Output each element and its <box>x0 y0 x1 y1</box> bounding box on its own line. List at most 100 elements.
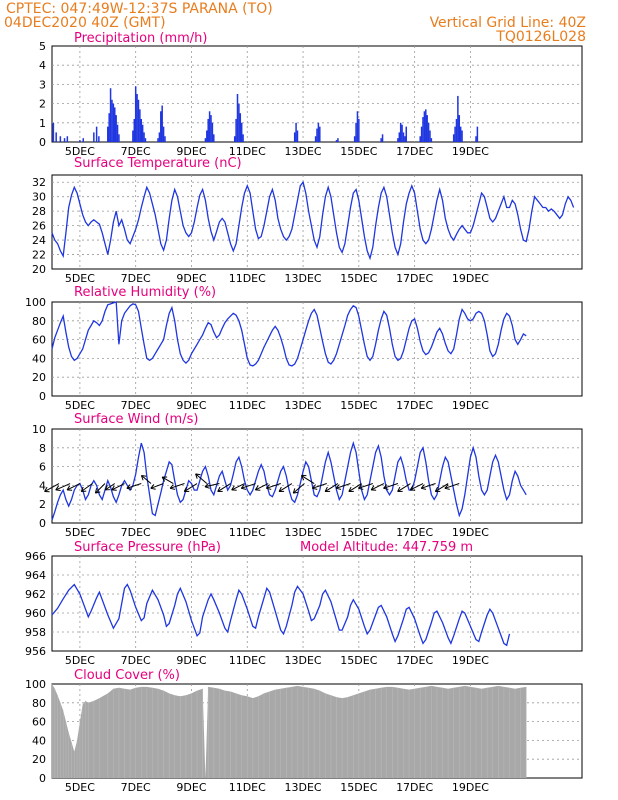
precipitation-bar <box>381 134 384 142</box>
humidity-y-tick-label: 20 <box>32 371 46 384</box>
precipitation-x-tick-label: 11DEC <box>229 145 266 158</box>
precipitation-bar <box>397 138 399 142</box>
humidity-x-tick-label: 7DEC <box>121 399 151 412</box>
precipitation-bar <box>427 122 430 142</box>
wind-arrow <box>358 483 373 490</box>
precipitation-bar <box>109 88 112 142</box>
wind-series-line <box>51 440 527 521</box>
humidity-x-tick-label: 11DEC <box>229 399 266 412</box>
precipitation-y-tick-label: 0 <box>39 136 46 149</box>
temperature-y-tick-label: 30 <box>32 191 46 204</box>
precipitation-bar <box>236 94 239 142</box>
precipitation-x-tick-label: 19DEC <box>452 145 489 158</box>
precipitation-bar <box>293 132 296 142</box>
wind-arrow <box>335 483 351 490</box>
wind-arrow <box>44 483 60 493</box>
pressure-x-tick-label: 19DEC <box>452 654 489 667</box>
precipitation-title: Precipitation (mm/h) <box>74 31 207 46</box>
pressure-y-tick-label: 960 <box>25 607 46 620</box>
header-grid-line: Vertical Grid Line: 40Z <box>430 15 586 31</box>
temperature-x-tick-label: 15DEC <box>340 272 377 285</box>
precipitation-bar <box>210 115 212 142</box>
precipitation-bar <box>337 138 339 142</box>
temperature-plot-frame <box>51 174 583 270</box>
precipitation-bar <box>238 103 240 142</box>
pressure-y-tick-label: 962 <box>25 588 46 601</box>
wind-y-tick-label: 4 <box>39 479 46 492</box>
cloud-cover-x-tick-label: 9DEC <box>176 781 206 794</box>
wind-arrow <box>311 483 327 490</box>
wind-panel: Surface Wind (m/s) 0 2 4 6 8 10 5DEC 7DEC 9DEC 11… <box>32 412 583 539</box>
cloud-cover-x-tick-label: 19DEC <box>452 781 489 794</box>
precipitation-bar <box>358 118 360 142</box>
precipitation-bar <box>164 136 166 142</box>
wind-arrow <box>254 483 269 491</box>
precipitation-bar <box>52 122 55 142</box>
humidity-y-tick-label: 60 <box>32 334 46 347</box>
precipitation-bar <box>316 128 318 142</box>
wind-arrow <box>169 483 185 490</box>
temperature-x-tick-label: 13DEC <box>284 272 321 285</box>
temperature-series-line <box>51 180 575 261</box>
precipitation-y-tick-label: 4 <box>39 59 46 72</box>
wind-x-tick-label: 17DEC <box>396 526 433 539</box>
wind-arrow <box>150 483 164 490</box>
wind-arrow <box>409 483 424 491</box>
precipitation-bar <box>457 95 459 142</box>
wind-arrow <box>104 483 116 491</box>
precipitation-bar <box>114 107 116 142</box>
precipitation-bar <box>111 99 113 142</box>
precipitation-bar <box>136 94 138 142</box>
wind-x-tick-label: 15DEC <box>340 526 377 539</box>
precipitation-bar <box>380 138 382 142</box>
wind-arrow <box>55 483 71 492</box>
cloud-cover-y-tick-label: 40 <box>32 734 46 747</box>
wind-x-tick-label: 13DEC <box>284 526 321 539</box>
precipitation-bar <box>204 138 207 142</box>
pressure-x-tick-label: 11DEC <box>229 654 266 667</box>
wind-arrow <box>324 483 339 493</box>
precipitation-bar <box>452 134 455 142</box>
cloud-cover-area <box>52 684 527 778</box>
precipitation-bar <box>55 132 57 142</box>
pressure-panel: Surface Pressure (hPa) Model Altitude: 4… <box>25 540 583 667</box>
wind-plot-frame <box>51 428 583 524</box>
precipitation-x-tick-label: 5DEC <box>65 145 95 158</box>
precipitation-bar <box>59 136 62 142</box>
precipitation-bar <box>242 134 244 142</box>
wind-arrow <box>80 483 93 493</box>
humidity-series-line <box>51 301 527 367</box>
temperature-y-tick-label: 26 <box>32 220 46 233</box>
wind-arrow <box>420 483 436 490</box>
wind-y-tick-label: 8 <box>39 442 46 455</box>
precipitation-bar <box>425 109 427 142</box>
wind-title: Surface Wind (m/s) <box>74 412 198 427</box>
precipitation-bar <box>79 140 81 142</box>
wind-arrow <box>94 483 106 494</box>
pressure-x-tick-label: 13DEC <box>284 654 321 667</box>
cloud-cover-x-tick-label: 7DEC <box>121 781 151 794</box>
precipitation-bar <box>213 134 215 142</box>
wind-arrow <box>370 483 385 491</box>
precipitation-bar <box>139 109 141 142</box>
pressure-x-tick-label: 5DEC <box>65 654 95 667</box>
precipitation-bar <box>476 126 479 142</box>
wind-arrow <box>383 483 399 490</box>
header-model-id: TQ0126L028 <box>495 29 586 45</box>
wind-arrow <box>240 483 256 490</box>
temperature-y-tick-label: 28 <box>32 205 46 218</box>
wind-arrow <box>348 483 362 493</box>
precipitation-bar <box>429 130 431 142</box>
precipitation-bar <box>98 136 100 142</box>
precipitation-bar <box>132 130 134 142</box>
cloud-cover-x-tick-label: 13DEC <box>284 781 321 794</box>
precipitation-bar <box>454 126 456 142</box>
humidity-x-tick-label: 5DEC <box>65 399 95 412</box>
precipitation-bar <box>162 126 165 142</box>
precipitation-bar <box>115 115 117 142</box>
cloud-cover-y-tick-label: 80 <box>32 697 46 710</box>
precipitation-bar <box>107 126 109 142</box>
precipitation-bar <box>157 138 159 142</box>
precipitation-bar <box>314 136 317 142</box>
